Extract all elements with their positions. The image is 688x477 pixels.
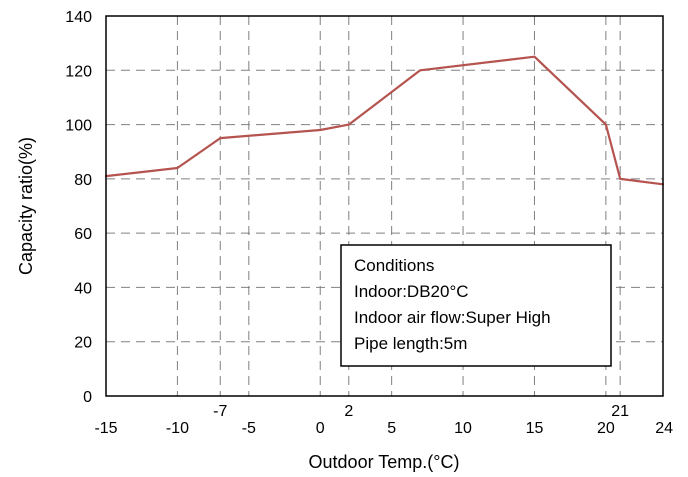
x-tick-labels: -15 -10 -5 0 5 10 15 20 24 -7 2 21 — [94, 403, 673, 437]
x-tick-label-upper: 21 — [611, 403, 629, 420]
x-tick-label-upper: -7 — [213, 403, 227, 420]
conditions-title: Conditions — [354, 256, 434, 275]
y-tick-label: 60 — [74, 226, 92, 243]
series-layer — [104, 55, 665, 186]
y-tick-label: 80 — [74, 172, 92, 189]
x-axis-label: Outdoor Temp.(°C) — [309, 452, 460, 472]
conditions-box-frame — [340, 244, 612, 367]
x-tick-label: -10 — [166, 420, 189, 437]
y-tick-label: 40 — [74, 280, 92, 297]
y-tick-label: 100 — [65, 118, 92, 135]
x-tick-label: -5 — [242, 420, 256, 437]
y-tick-label: 20 — [74, 335, 92, 352]
plot-frame — [105, 15, 664, 397]
y-axis-label: Capacity ratio(%) — [16, 137, 36, 275]
x-tick-label: -15 — [94, 420, 117, 437]
y-tick-label: 140 — [65, 9, 92, 26]
x-tick-label: 20 — [597, 420, 615, 437]
conditions-indoor-temp: Indoor:DB20°C — [354, 282, 469, 301]
x-tick-label: 5 — [387, 420, 396, 437]
x-tick-label: 24 — [655, 420, 673, 437]
conditions-box: Conditions Indoor:DB20°C Indoor air flow… — [340, 244, 612, 367]
x-tick-label: 0 — [316, 420, 325, 437]
conditions-pipe-length: Pipe length:5m — [354, 334, 467, 353]
capacity-series-line — [104, 55, 665, 186]
y-tick-label: 0 — [83, 389, 92, 406]
conditions-air-flow: Indoor air flow:Super High — [354, 308, 551, 327]
y-tick-labels: 0 20 40 60 80 100 120 140 — [65, 9, 92, 406]
x-tick-label-upper: 2 — [344, 403, 353, 420]
y-tick-label: 120 — [65, 63, 92, 80]
x-tick-label: 10 — [454, 420, 472, 437]
x-tick-label: 15 — [526, 420, 544, 437]
